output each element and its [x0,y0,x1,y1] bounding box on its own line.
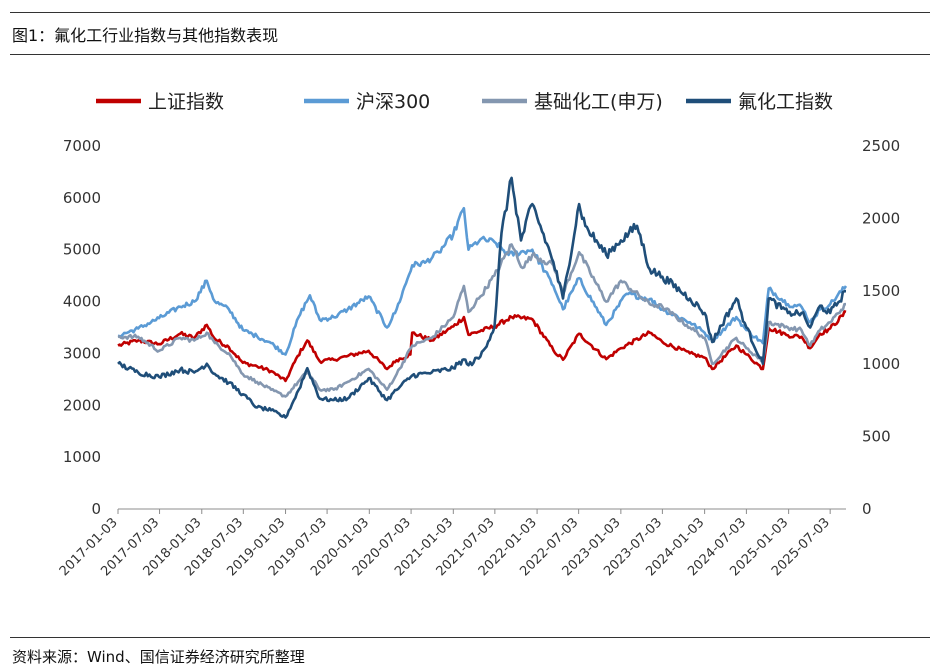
figure-title: 图1：氟化工行业指数与其他指数表现 [12,26,279,45]
series-line-2 [117,243,846,398]
series-line-0 [117,310,847,383]
title-rule [10,54,930,55]
y-right-tick-label: 0 [862,500,872,518]
y-right-tick-label: 2500 [862,137,900,155]
y-right-tick-label: 1000 [862,355,900,373]
chart-legend: 上证指数 沪深300 基础化工(申万) 氟化工指数 [96,91,833,113]
y-left-tick-label: 2000 [63,396,101,414]
y-left-tick-label: 7000 [63,137,101,155]
y-left-tick-label: 1000 [63,448,101,466]
chart-axes: 0 1000 2000 3000 4000 5000 6000 7000 0 500 1000 150… [57,137,900,579]
line-chart: 上证指数 沪深300 基础化工(申万) 氟化工指数 0 1000 2000 3000 4000… [57,91,900,579]
legend-label-3: 氟化工指数 [738,91,833,113]
figure-source: 资料来源：Wind、国信证券经济研究所整理 [12,648,305,666]
legend-label-2: 基础化工(申万) [534,91,663,113]
y-left-tick-label: 0 [91,500,101,518]
y-right-tick-label: 1500 [862,282,900,300]
series-line-1 [117,206,848,356]
series-line-3 [117,176,846,419]
y-right-tick-label: 2000 [862,210,900,228]
chart-series [117,176,848,419]
y-right-tick-label: 500 [862,427,891,445]
y-left-tick-label: 5000 [63,241,101,259]
legend-label-1: 沪深300 [356,91,430,113]
y-left-tick-label: 3000 [63,344,101,362]
y-left-tick-label: 4000 [63,293,101,311]
legend-label-0: 上证指数 [148,91,224,113]
bottom-rule [10,637,930,638]
y-left-tick-label: 6000 [63,189,101,207]
top-rule [10,12,930,13]
